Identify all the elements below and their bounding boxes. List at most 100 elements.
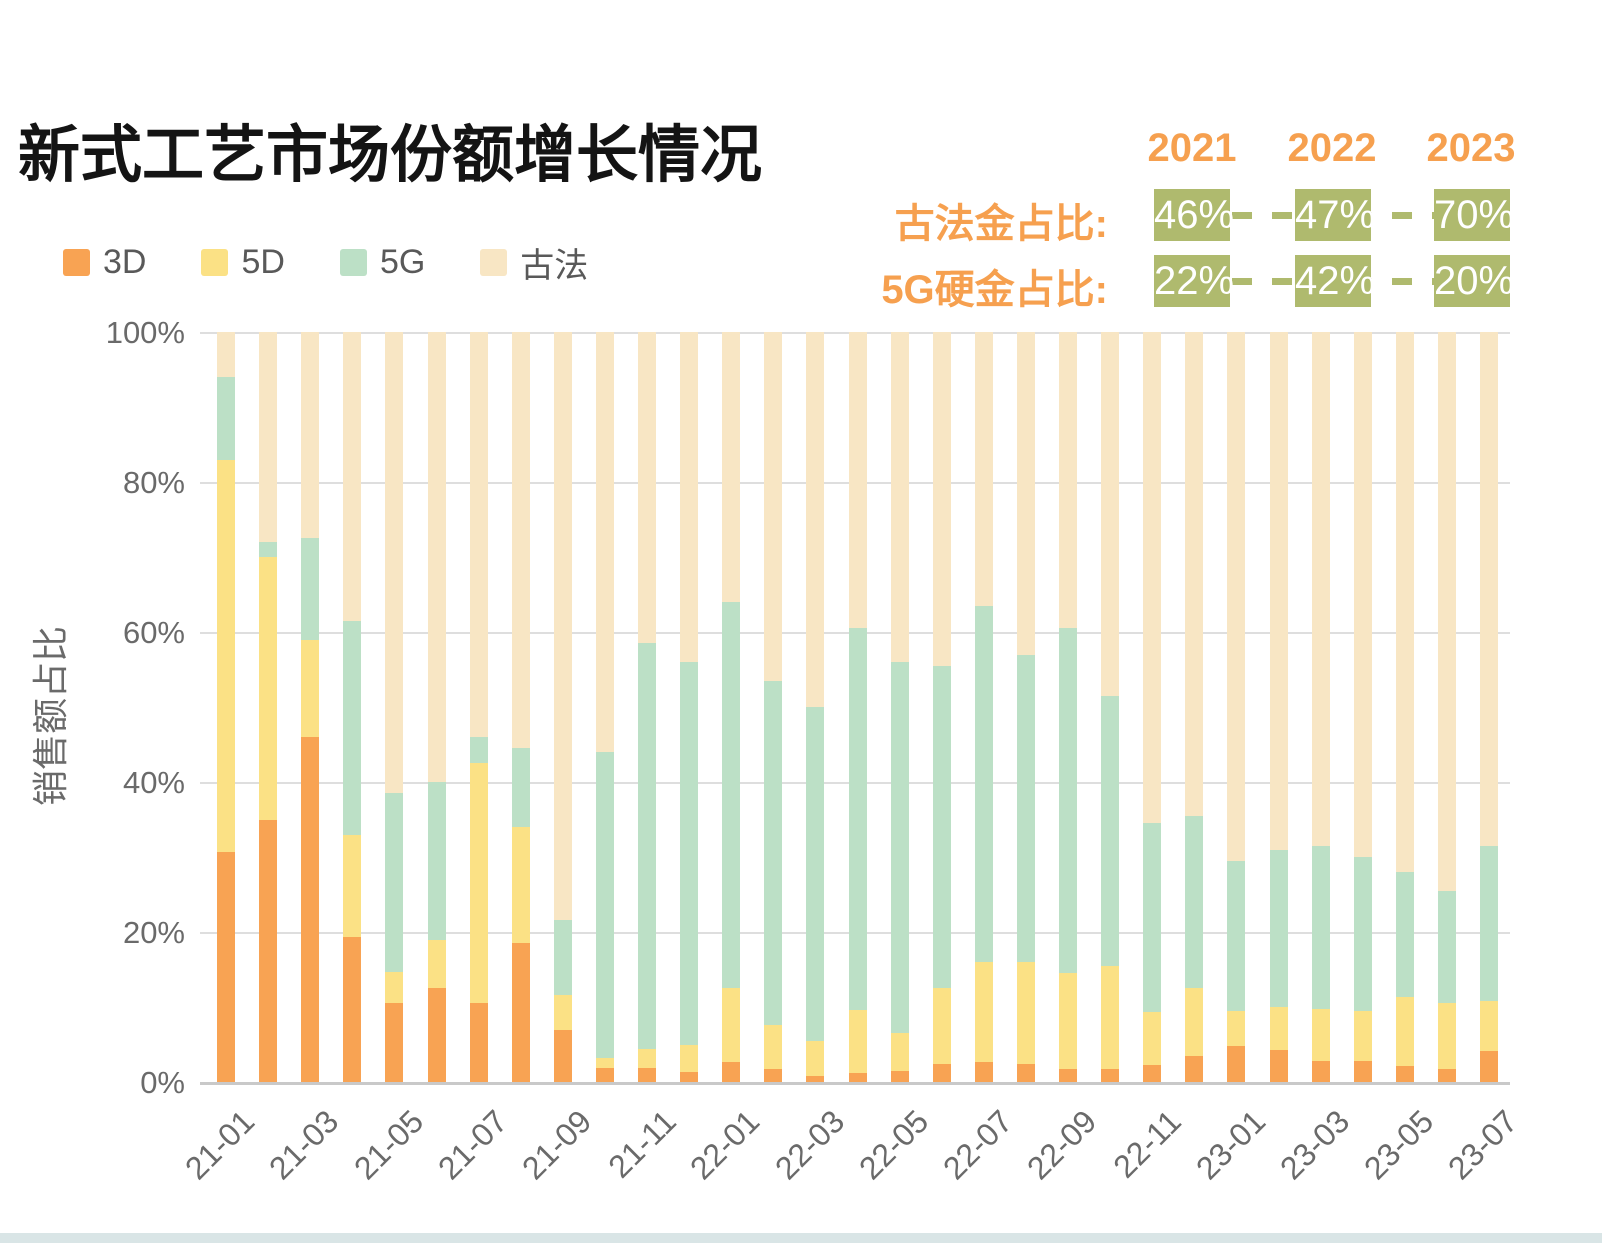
- legend-item-gufa: 古法: [480, 238, 588, 287]
- bar-segment-3D-21-02: [259, 819, 278, 1082]
- bar-segment-5G-22-07: [974, 605, 993, 962]
- bar-segment-3D-21-11: [638, 1067, 656, 1082]
- year-header-2023: 2023: [1426, 126, 1516, 170]
- bar-segment-3D-23-07: [1480, 1051, 1498, 1082]
- bar-segment-5D-21-02: [259, 557, 278, 820]
- bar-segment-古法-23-05: [1395, 332, 1414, 872]
- stacked-bar-23-04: [1353, 332, 1372, 1082]
- y-tick-20%: 20%: [122, 915, 185, 950]
- x-tick-22-01: 22-01: [683, 1103, 767, 1187]
- stacked-bar-22-05: [890, 332, 909, 1082]
- y-tick-60%: 60%: [122, 615, 185, 650]
- stacked-bar-22-01: [722, 332, 741, 1082]
- stacked-bar-21-04: [343, 332, 362, 1082]
- bar-segment-5G-22-04: [848, 628, 867, 1010]
- x-tick-21-01: 21-01: [178, 1103, 262, 1187]
- stacked-bar-23-01: [1227, 332, 1246, 1082]
- bar-segment-3D-22-05: [890, 1070, 909, 1082]
- stacked-bar-21-01: [217, 332, 235, 1082]
- bar-segment-5D-21-06: [427, 940, 446, 989]
- bar-segment-3D-21-07: [469, 1002, 488, 1082]
- stacked-bar-23-07: [1480, 332, 1498, 1082]
- x-tick-21-05: 21-05: [346, 1103, 430, 1187]
- x-tick-22-11: 22-11: [1106, 1103, 1188, 1185]
- bar-segment-5D-23-03: [1311, 1009, 1330, 1061]
- stacked-bar-21-09: [553, 332, 572, 1082]
- bar-segment-3D-23-05: [1395, 1066, 1414, 1082]
- x-tick-22-03: 22-03: [767, 1103, 851, 1187]
- bar-segment-3D-21-09: [553, 1030, 572, 1082]
- bar-segment-5G-22-08: [1016, 654, 1035, 962]
- bar-segment-5G-23-06: [1437, 890, 1456, 1003]
- bar-segment-古法-22-04: [848, 332, 867, 629]
- bar-segment-3D-21-06: [427, 988, 446, 1082]
- legend-item-5d: 5D: [201, 243, 285, 282]
- bar-segment-5D-21-05: [385, 971, 404, 1004]
- legend-swatch-5d-icon: [201, 249, 229, 276]
- bar-segment-5G-21-07: [469, 737, 488, 764]
- bar-segment-5D-22-01: [722, 987, 741, 1062]
- bar-segment-古法-21-10: [595, 332, 614, 752]
- bar-segment-5D-22-06: [932, 988, 951, 1064]
- bar-segment-古法-21-02: [259, 332, 278, 542]
- bar-segment-古法-23-03: [1311, 332, 1330, 846]
- bar-segment-3D-21-08: [511, 943, 530, 1082]
- bar-segment-古法-22-05: [890, 332, 909, 662]
- y-tick-0%: 0%: [140, 1065, 185, 1100]
- badge-5g-2023: 20%: [1434, 255, 1514, 307]
- row-label-gufa-share: 古法金占比:: [894, 202, 1108, 246]
- bar-segment-古法-21-07: [469, 332, 488, 737]
- stacked-bar-23-05: [1395, 332, 1414, 1082]
- stacked-bar-22-04: [848, 332, 867, 1082]
- bar-segment-3D-21-12: [680, 1072, 699, 1082]
- x-tick-22-05: 22-05: [851, 1103, 936, 1187]
- bar-segment-5G-22-11: [1143, 823, 1162, 1013]
- footer-strip: [0, 1233, 1602, 1243]
- legend-label-3d: 3D: [103, 243, 147, 281]
- bar-segment-古法-21-08: [511, 332, 530, 749]
- bar-segment-古法-22-12: [1185, 332, 1204, 816]
- legend-label-gufa: 古法: [520, 247, 589, 285]
- y-tick-80%: 80%: [122, 465, 185, 500]
- bar-segment-古法-21-03: [301, 332, 320, 539]
- bar-segment-3D-21-04: [343, 937, 362, 1082]
- stacked-bar-22-06: [932, 332, 951, 1082]
- bar-segment-5G-21-10: [595, 752, 614, 1058]
- bar-segment-5G-21-05: [385, 793, 404, 972]
- bar-segment-5G-21-09: [553, 920, 572, 995]
- stacked-bar-21-11: [638, 332, 656, 1082]
- bar-segment-5D-22-09: [1059, 973, 1077, 1069]
- bar-segment-3D-22-01: [722, 1061, 741, 1082]
- bar-segment-古法-21-01: [217, 332, 235, 377]
- bar-segment-5D-22-11: [1143, 1012, 1162, 1065]
- bar-segment-5D-23-05: [1395, 996, 1414, 1067]
- bar-segment-5G-22-09: [1059, 628, 1077, 974]
- bar-segment-3D-23-02: [1269, 1049, 1288, 1082]
- y-tick-100%: 100%: [105, 315, 185, 350]
- x-tick-22-07: 22-07: [935, 1103, 1020, 1187]
- bar-segment-5D-22-12: [1185, 988, 1204, 1056]
- bar-segment-5G-21-11: [638, 643, 656, 1049]
- bar-segment-5G-21-12: [680, 662, 699, 1045]
- year-header-2022: 2022: [1287, 126, 1377, 170]
- bar-segment-5G-23-07: [1480, 845, 1498, 1001]
- bar-segment-古法-23-06: [1437, 332, 1456, 891]
- bar-segment-5G-22-05: [890, 662, 909, 1034]
- stacked-bar-21-03: [301, 332, 320, 1082]
- bar-segment-5D-23-06: [1437, 1002, 1456, 1070]
- bar-segment-3D-21-05: [385, 1003, 404, 1082]
- bar-segment-5D-22-02: [764, 1025, 783, 1069]
- bar-segment-古法-22-10: [1101, 332, 1120, 696]
- x-tick-23-05: 23-05: [1356, 1103, 1441, 1187]
- legend-item-3d: 3D: [63, 243, 146, 282]
- stacked-bar-22-03: [806, 332, 825, 1082]
- bar-segment-3D-21-10: [595, 1067, 614, 1082]
- stacked-bar-23-06: [1437, 332, 1456, 1082]
- x-tick-22-09: 22-09: [1020, 1103, 1104, 1187]
- bar-segment-5D-21-08: [511, 827, 530, 944]
- legend-swatch-5g-icon: [339, 249, 367, 276]
- stacked-bar-23-02: [1269, 332, 1288, 1082]
- bar-segment-5D-21-10: [595, 1058, 614, 1068]
- bar-segment-5D-22-08: [1016, 962, 1035, 1064]
- bar-segment-5G-22-12: [1185, 815, 1204, 989]
